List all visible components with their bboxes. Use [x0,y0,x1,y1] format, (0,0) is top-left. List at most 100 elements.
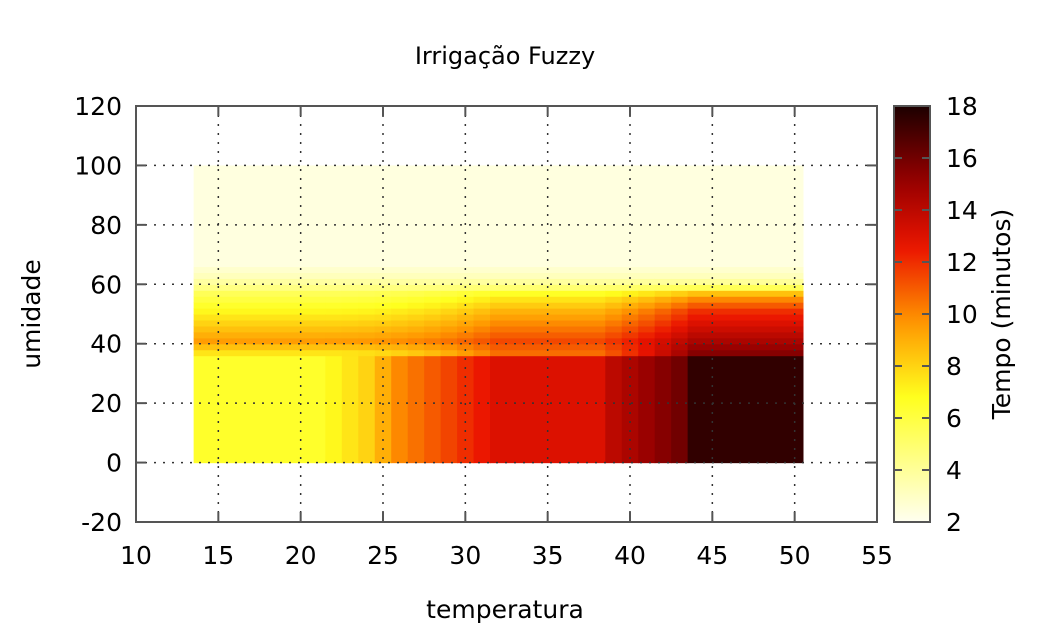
heatmap-cell [440,284,458,291]
heatmap-cell [605,290,623,297]
colorbar-tick-label: 18 [946,92,978,121]
heatmap-cell [407,319,425,327]
heatmap-cell [605,278,623,285]
heatmap-cell [638,302,656,309]
heatmap-cell [424,272,442,279]
heatmap-cell [638,165,656,268]
heatmap-cell [407,308,425,315]
plot-frame [135,105,878,523]
heatmap-cell [671,337,689,345]
heatmap-cell [605,343,623,351]
heatmap-cell [654,337,672,345]
heatmap-cell [473,319,491,327]
heatmap-cell [391,337,409,345]
heatmap-cell [605,296,623,303]
heatmap-cell [621,325,639,333]
heatmap-cell [358,302,376,309]
heatmap-cell [638,296,656,303]
x-tick-label: 45 [696,541,728,570]
heatmap-cell [654,343,672,351]
heatmap-cell [605,355,623,464]
heatmap-cell [391,266,409,273]
heatmap-cell [193,272,326,279]
x-tick-label: 50 [779,541,811,570]
heatmap-cell [638,278,656,285]
heatmap-cell [638,266,656,273]
heatmap-cell [391,302,409,309]
heatmap-cell [671,349,689,357]
heatmap-cell [687,302,804,309]
heatmap-cell [325,325,343,333]
heatmap-cell [654,266,672,273]
heatmap-cell [638,331,656,339]
heatmap-cell [687,355,804,464]
heatmap-cell [638,308,656,315]
heatmap-cell [440,296,458,303]
heatmap-cell [424,319,442,327]
heatmap-cell [654,290,672,297]
heatmap-cell [407,278,425,285]
heatmap-cell [621,331,639,339]
heatmap-cell [654,296,672,303]
heatmap-cell [325,319,343,327]
heatmap-cell [654,355,672,464]
heatmap-cell [473,272,491,279]
heatmap-cell [341,266,359,273]
heatmap-cell [457,290,475,297]
heatmap-cell [341,325,359,333]
heatmap-cell [638,319,656,327]
heatmap-cell [671,266,689,273]
heatmap-cell [424,355,442,464]
colorbar-tick-label: 14 [946,196,978,225]
heatmap-cell [341,284,359,291]
heatmap-cell [325,278,343,285]
heatmap-cell [325,337,343,345]
heatmap-cell [391,325,409,333]
heatmap-cell [325,266,343,273]
heatmap-cell [341,272,359,279]
heatmap-cell [605,284,623,291]
heatmap-cell [654,325,672,333]
heatmap-cell [193,284,326,291]
heatmap-cell [605,165,623,268]
heatmap-cell [440,355,458,464]
heatmap-cell [325,308,343,315]
heatmap-cell [687,272,804,279]
heatmap-cell [638,343,656,351]
heatmap-cell [341,165,359,268]
heatmap-cell [325,284,343,291]
heatmap-cell [193,319,326,327]
colorbar-ticks: 2 4 6 8 10 12 14 16 18 [894,92,978,537]
heatmap-cell [341,290,359,297]
heatmap-cell [341,349,359,357]
heatmap-cell [374,290,392,297]
heatmap-cell [490,290,606,297]
colorbar-tick-label: 12 [946,248,978,277]
heatmap-cell [391,308,409,315]
heatmap-cell [473,337,491,345]
heatmap-cell [621,355,639,464]
heatmap-cell [424,302,442,309]
heatmap-cell [374,278,392,285]
x-tick-label: 15 [202,541,234,570]
heatmap-cell [407,296,425,303]
heatmap-cell [654,284,672,291]
heatmap-cell [654,165,672,268]
heatmap-cell [457,314,475,321]
heatmap-cell [407,165,425,268]
heatmap-cell [358,337,376,345]
heatmap-cell [687,284,804,291]
heatmap-cell [193,325,326,333]
heatmap-cell [654,272,672,279]
heatmap-cell [193,355,326,464]
heatmap-cell [358,165,376,268]
heatmap-cell [671,314,689,321]
heatmap-cell [605,331,623,339]
heatmap-cell [424,278,442,285]
heatmap-cell [325,296,343,303]
heatmap-cell [325,314,343,321]
heatmap-cell [440,290,458,297]
heatmap-cell [374,296,392,303]
heatmap-cell [457,355,475,464]
heatmap-cell [605,302,623,309]
